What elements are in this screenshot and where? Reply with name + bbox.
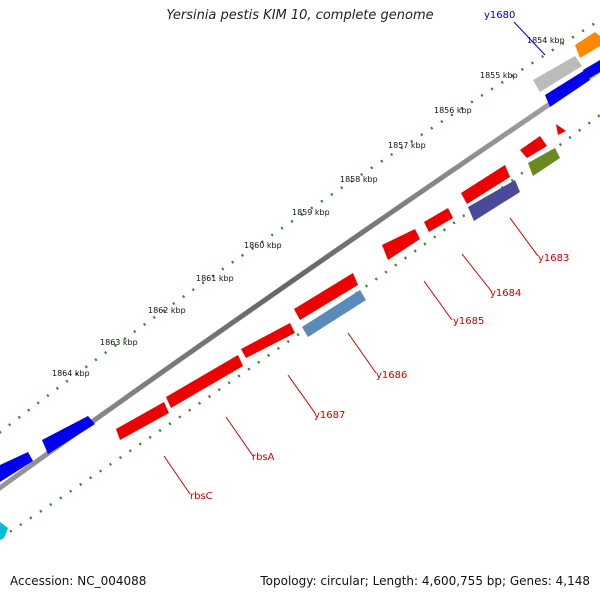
gene-labels: y1680 y1683 y1684 y1685 y1686 y1687 rbsA… bbox=[190, 10, 569, 502]
tick-label: 1854 kbp bbox=[527, 36, 565, 45]
gene-arrow bbox=[583, 60, 600, 79]
tick-label: 1860 kbp bbox=[244, 241, 282, 250]
tick-label: 1861 kbp bbox=[196, 274, 234, 283]
tick-label: 1858 kbp bbox=[340, 175, 378, 184]
gene-arrow bbox=[528, 148, 560, 176]
gene-arrow bbox=[533, 56, 582, 92]
genes-forward bbox=[0, 32, 600, 482]
tick-label: 1864 kbp bbox=[52, 369, 90, 378]
gene-label: rbsC bbox=[190, 491, 213, 502]
gene-label: y1685 bbox=[453, 316, 484, 327]
accession-text: Accession: NC_004088 bbox=[10, 574, 147, 588]
genome-summary-text: Topology: circular; Length: 4,600,755 bp… bbox=[260, 574, 590, 588]
outer-dotted-ring bbox=[0, 18, 600, 434]
gene-arrow bbox=[382, 229, 420, 260]
gene-arrow bbox=[575, 32, 600, 58]
gene-arrow bbox=[241, 323, 295, 358]
gene-arrow bbox=[468, 180, 520, 221]
genome-backbone bbox=[0, 67, 600, 491]
gene-label: y1683 bbox=[538, 253, 569, 264]
tick-label: 1862 kbp bbox=[148, 306, 186, 315]
leader-lines bbox=[163, 21, 546, 495]
gene-arrow bbox=[294, 273, 358, 320]
gene-arrow bbox=[166, 355, 243, 408]
tick-label: 1863 kbp bbox=[100, 338, 138, 347]
genes-reverse bbox=[0, 70, 590, 540]
gene-arrow bbox=[0, 452, 33, 482]
tick-label: 1855 kbp bbox=[480, 71, 518, 80]
gene-arrow bbox=[556, 124, 566, 135]
gene-label: y1687 bbox=[314, 410, 345, 421]
gene-arrow bbox=[42, 416, 95, 454]
gene-arrow bbox=[520, 136, 547, 158]
gene-arrow bbox=[424, 208, 453, 232]
gene-label: rbsA bbox=[252, 452, 275, 463]
gene-label: y1680 bbox=[484, 10, 515, 21]
map-title: Yersinia pestis KIM 10, complete genome bbox=[166, 8, 434, 23]
tick-labels: 1854 kbp 1855 kbp 1856 kbp 1857 kbp 1858… bbox=[52, 36, 565, 378]
tick-label: 1857 kbp bbox=[388, 141, 426, 150]
inner-dotted-ring bbox=[0, 113, 600, 540]
gene-arrow bbox=[116, 402, 169, 440]
gene-arrow bbox=[0, 522, 8, 540]
gene-arrow bbox=[545, 70, 590, 107]
gene-arrow bbox=[461, 165, 510, 204]
gene-label: y1684 bbox=[490, 288, 521, 299]
tick-label: 1856 kbp bbox=[434, 106, 472, 115]
gene-label: y1686 bbox=[376, 370, 407, 381]
gene-arrow bbox=[302, 290, 366, 337]
tick-label: 1859 kbp bbox=[292, 208, 330, 217]
